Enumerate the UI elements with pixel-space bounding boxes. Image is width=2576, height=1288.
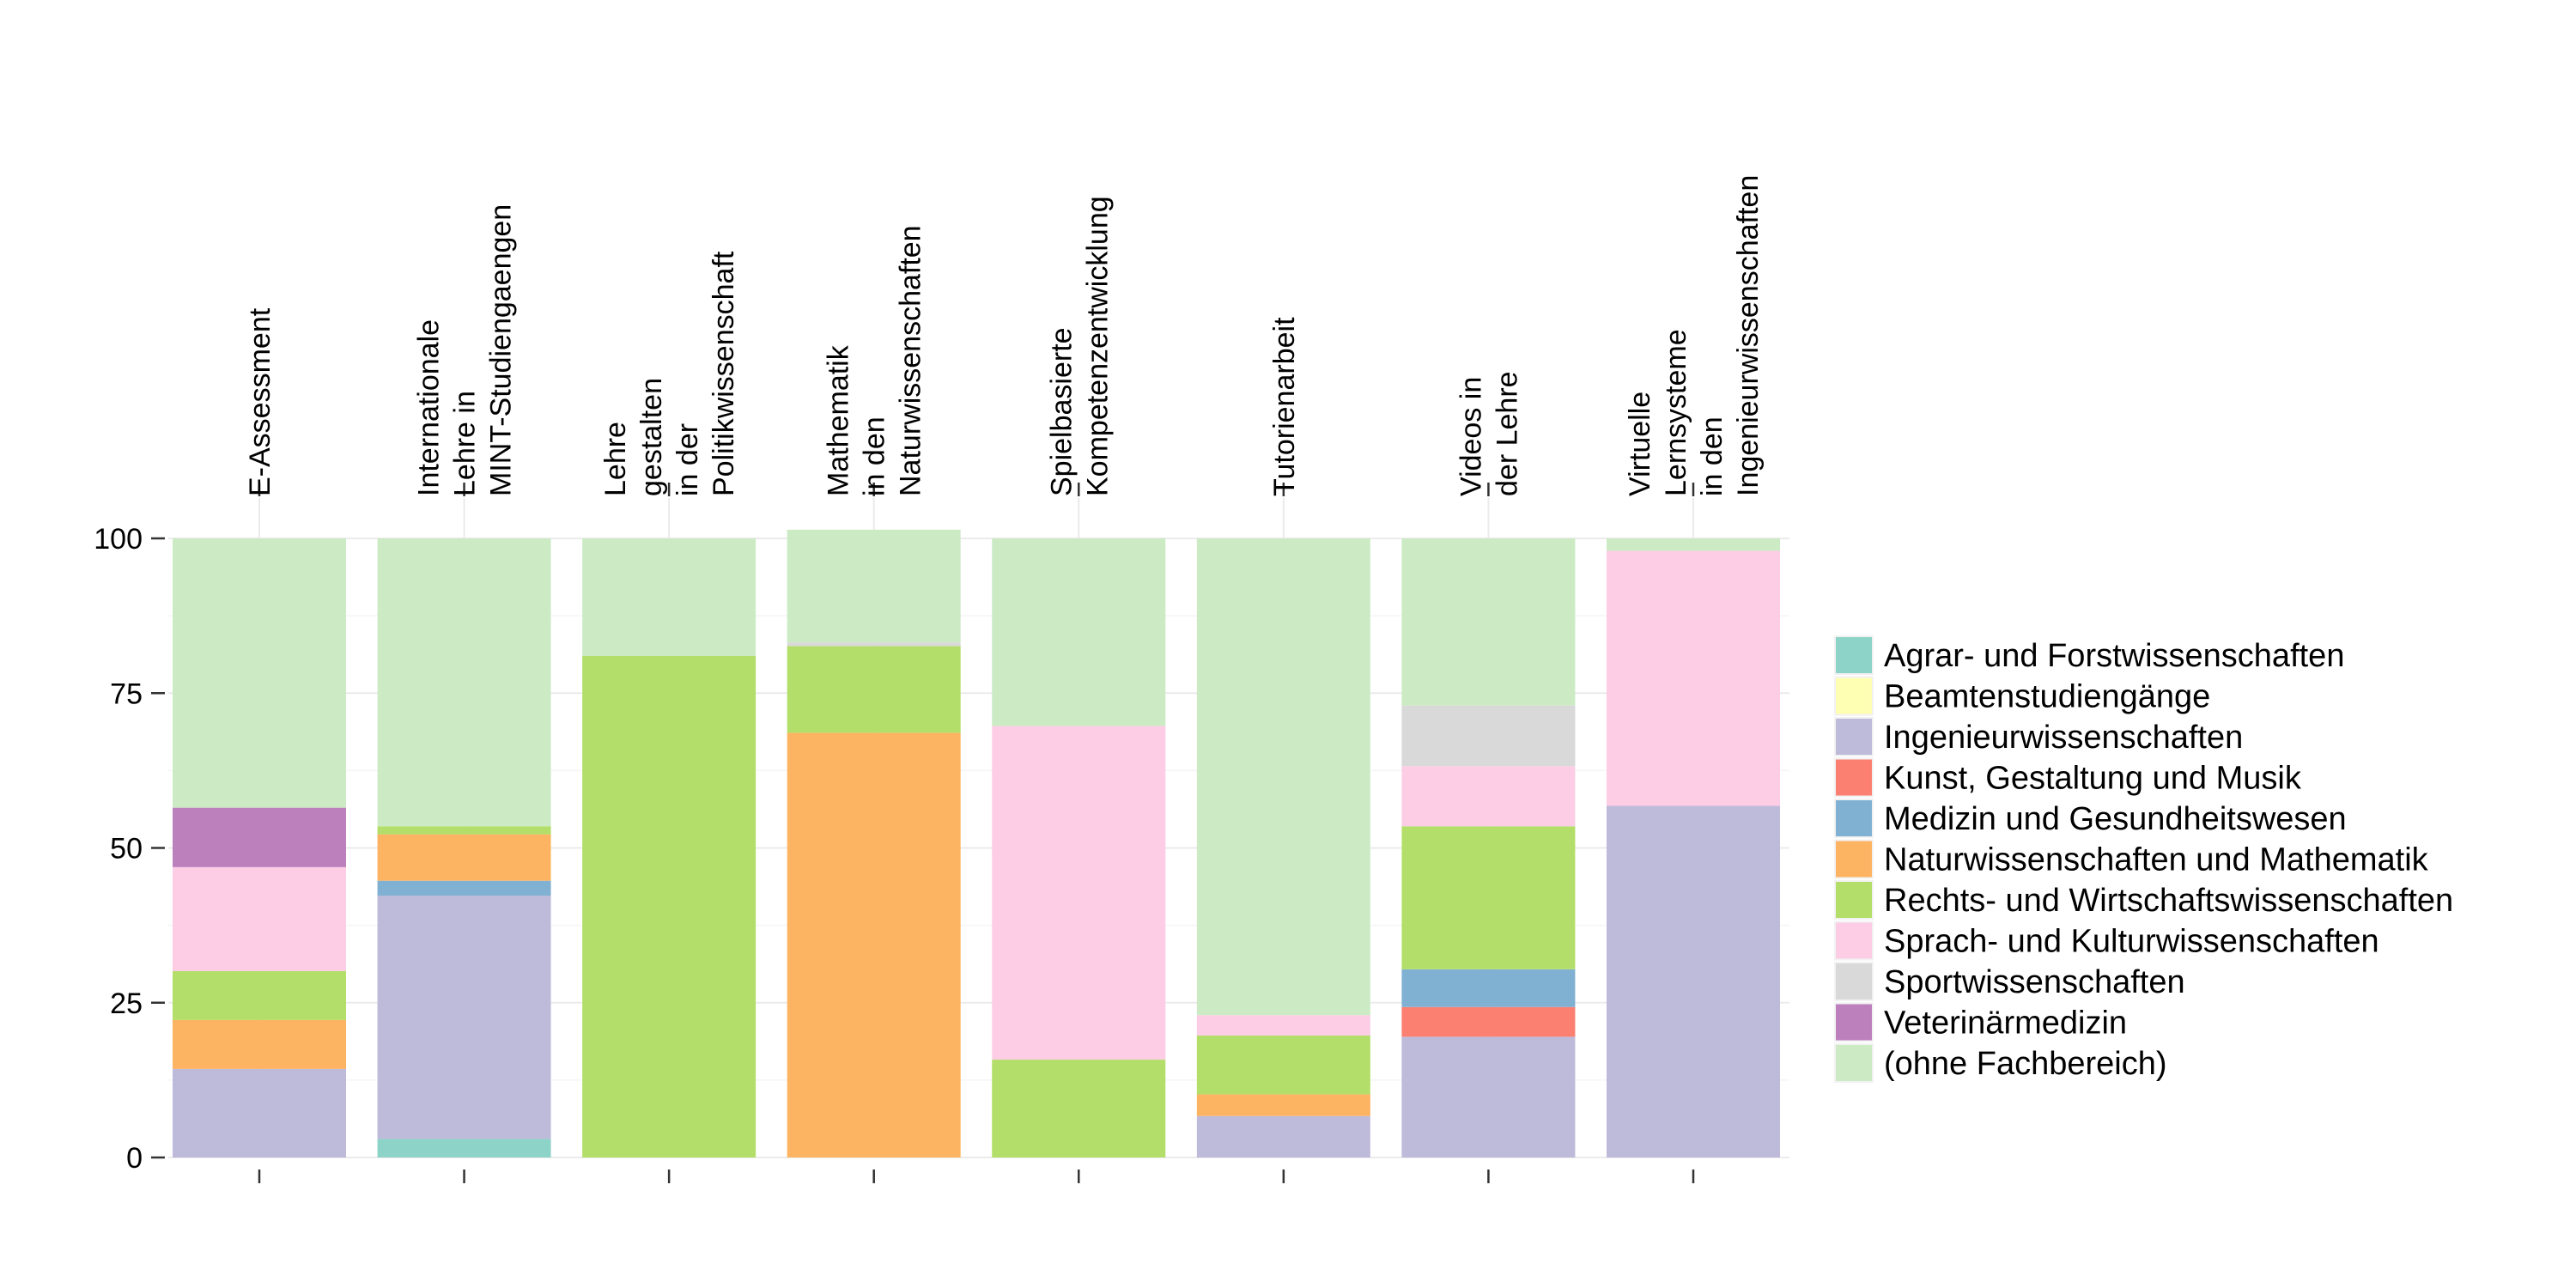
bar-segment-ingenieurwissenschaften bbox=[1401, 1036, 1576, 1157]
y-tick-label: 25 bbox=[110, 987, 143, 1020]
legend-label: Kunst, Gestaltung und Musik bbox=[1884, 761, 2302, 797]
bar-segment-ohne-fachbereich bbox=[377, 538, 551, 827]
category-label: Lehre gestalten in der Politikwissenschaft bbox=[599, 251, 740, 496]
bar-segment-sprach-und-kulturwissenschaften bbox=[1196, 1015, 1370, 1036]
bar-segment-ingenieurwissenschaften bbox=[1607, 805, 1780, 1157]
bar-segment-veterinärmedizin bbox=[173, 807, 346, 867]
bar-segment-rechts-und-wirtschaftswissenschaften bbox=[173, 970, 346, 1020]
category-label-line: in den bbox=[1696, 416, 1728, 496]
category-label-line: Mathematik bbox=[823, 344, 855, 496]
bar-segment-sportwissenschaften bbox=[1401, 705, 1576, 767]
bar-segment-naturwissenschaften-und-mathematik bbox=[787, 732, 961, 1157]
bar-segment-naturwissenschaften-und-mathematik bbox=[1196, 1094, 1370, 1116]
legend-label: Beamtenstudiengänge bbox=[1884, 679, 2210, 715]
category-label-line: Lernsysteme bbox=[1660, 329, 1692, 496]
category-label-line: Politikwissenschaft bbox=[708, 251, 740, 496]
legend-label: (ohne Fachbereich) bbox=[1884, 1046, 2167, 1082]
bar-segment-naturwissenschaften-und-mathematik bbox=[377, 834, 551, 881]
legend-swatch-kunst-gestaltung-und-musik bbox=[1836, 759, 1872, 796]
bar-segment-naturwissenschaften-und-mathematik bbox=[173, 1019, 346, 1069]
bar-segment-ohne-fachbereich bbox=[173, 538, 346, 808]
category-label-line: E-Assessment bbox=[244, 307, 276, 496]
legend-swatch-naturwissenschaften-und-mathematik bbox=[1836, 841, 1872, 878]
bar-segment-ingenieurwissenschaften bbox=[377, 896, 551, 1139]
bar-segment-medizin-und-gesundheitswesen bbox=[1401, 969, 1576, 1007]
legend-swatch-beamtenstudiengänge bbox=[1836, 677, 1872, 714]
category-label-line: Lehre in bbox=[449, 391, 482, 496]
legend-swatch-rechts-und-wirtschaftswissenschaften bbox=[1836, 882, 1872, 918]
category-label-line: der Lehre bbox=[1491, 371, 1523, 496]
category-label-line: Lehre bbox=[599, 422, 632, 496]
bar-segment-sprach-und-kulturwissenschaften bbox=[992, 726, 1166, 1060]
legend-label: Sportwissenschaften bbox=[1884, 964, 2185, 1000]
bar-segment-sportwissenschaften bbox=[787, 642, 961, 647]
bar-segment-ohne-fachbereich bbox=[1401, 538, 1576, 706]
legend-swatch-ingenieurwissenschaften bbox=[1836, 719, 1872, 755]
legend-swatch-medizin-und-gesundheitswesen bbox=[1836, 800, 1872, 836]
bars bbox=[173, 529, 1780, 1157]
category-label-line: MINT-Studiengaengen bbox=[485, 204, 518, 496]
category-label: Internationale Lehre in MINT-Studiengaenge… bbox=[413, 204, 518, 496]
legend-swatch-sprach-und-kulturwissenschaften bbox=[1836, 922, 1872, 959]
legend-label: Sprach- und Kulturwissenschaften bbox=[1884, 924, 2379, 960]
bar-segment-rechts-und-wirtschaftswissenschaften bbox=[787, 646, 961, 733]
y-tick-label: 75 bbox=[110, 677, 143, 710]
bar-segment-sprach-und-kulturwissenschaften bbox=[1607, 550, 1780, 806]
bar-segment-rechts-und-wirtschaftswissenschaften bbox=[1401, 826, 1576, 969]
bar-segment-agrar-und-forstwissenschaften bbox=[377, 1139, 551, 1157]
bar-segment-medizin-und-gesundheitswesen bbox=[377, 880, 551, 896]
category-label-line: Kompetenzentwicklung bbox=[1081, 196, 1114, 496]
bar-segment-sprach-und-kulturwissenschaften bbox=[1401, 766, 1576, 827]
category-label-line: in der bbox=[671, 423, 704, 496]
y-tick-label: 0 bbox=[126, 1142, 143, 1175]
bar-segment-rechts-und-wirtschaftswissenschaften bbox=[582, 655, 756, 1157]
bar-segment-ohne-fachbereich bbox=[1607, 538, 1780, 551]
bar-segment-ohne-fachbereich bbox=[1196, 538, 1370, 1016]
category-label-line: Internationale bbox=[413, 319, 446, 496]
y-axis: 0 25 50 75 100 bbox=[94, 523, 165, 1175]
bar-segment-rechts-und-wirtschaftswissenschaften bbox=[992, 1060, 1166, 1157]
bar-segment-ingenieurwissenschaften bbox=[173, 1068, 346, 1157]
bar-segment-ingenieurwissenschaften bbox=[1196, 1115, 1370, 1157]
category-label-line: Spielbasierte bbox=[1045, 327, 1078, 496]
bar-segment-ohne-fachbereich bbox=[787, 529, 961, 643]
category-label-line: Ingenieurwissenschaften bbox=[1732, 175, 1765, 496]
legend-label: Ingenieurwissenschaften bbox=[1884, 720, 2243, 756]
legend-swatch-veterinärmedizin bbox=[1836, 1004, 1872, 1041]
category-label-line: Virtuelle bbox=[1624, 392, 1656, 496]
bar-segment-kunst-gestaltung-und-musik bbox=[1401, 1006, 1576, 1037]
legend-label: Veterinärmedizin bbox=[1884, 1005, 2127, 1042]
category-label-line: gestalten bbox=[635, 378, 668, 496]
legend-label: Medizin und Gesundheitswesen bbox=[1884, 801, 2347, 837]
x-axis: E-Assessment Internationale Lehre in MINT-S… bbox=[244, 175, 1765, 1183]
legend-label: Agrar- und Forstwissenschaften bbox=[1884, 638, 2344, 674]
category-label-line: Naturwissenschaften bbox=[895, 225, 927, 496]
category-label: Mathematik in den Naturwissenschaften bbox=[823, 225, 927, 496]
legend: Agrar- und Forstwissenschaften Beamtenstu… bbox=[1834, 635, 2453, 1083]
bar-segment-sprach-und-kulturwissenschaften bbox=[173, 866, 346, 971]
legend-label: Rechts- und Wirtschaftswissenschaften bbox=[1884, 883, 2453, 919]
y-tick-label: 100 bbox=[94, 523, 143, 556]
legend-swatch-agrar-und-forstwissenschaften bbox=[1836, 637, 1872, 673]
category-label-line: in den bbox=[859, 416, 891, 496]
category-label: Tutorienarbeit bbox=[1268, 317, 1301, 496]
category-label-line: Videos in bbox=[1455, 377, 1487, 496]
legend-label: Naturwissenschaften und Mathematik bbox=[1884, 842, 2429, 878]
y-tick-label: 50 bbox=[110, 833, 143, 866]
category-label: Spielbasierte Kompetenzentwicklung bbox=[1045, 196, 1114, 496]
bar-segment-ohne-fachbereich bbox=[582, 538, 756, 656]
category-label: E-Assessment bbox=[244, 307, 276, 496]
category-label: Virtuelle Lernsysteme in den Ingenieurwisse… bbox=[1624, 175, 1765, 496]
bar-segment-ohne-fachbereich bbox=[992, 538, 1166, 726]
bar-segment-rechts-und-wirtschaftswissenschaften bbox=[377, 826, 551, 835]
category-label-line: Tutorienarbeit bbox=[1268, 317, 1301, 496]
category-label: Videos in der Lehre bbox=[1455, 371, 1523, 496]
bar-segment-rechts-und-wirtschaftswissenschaften bbox=[1196, 1035, 1370, 1095]
legend-swatch-ohne-fachbereich bbox=[1836, 1045, 1872, 1081]
legend-swatch-sportwissenschaften bbox=[1836, 963, 1872, 999]
